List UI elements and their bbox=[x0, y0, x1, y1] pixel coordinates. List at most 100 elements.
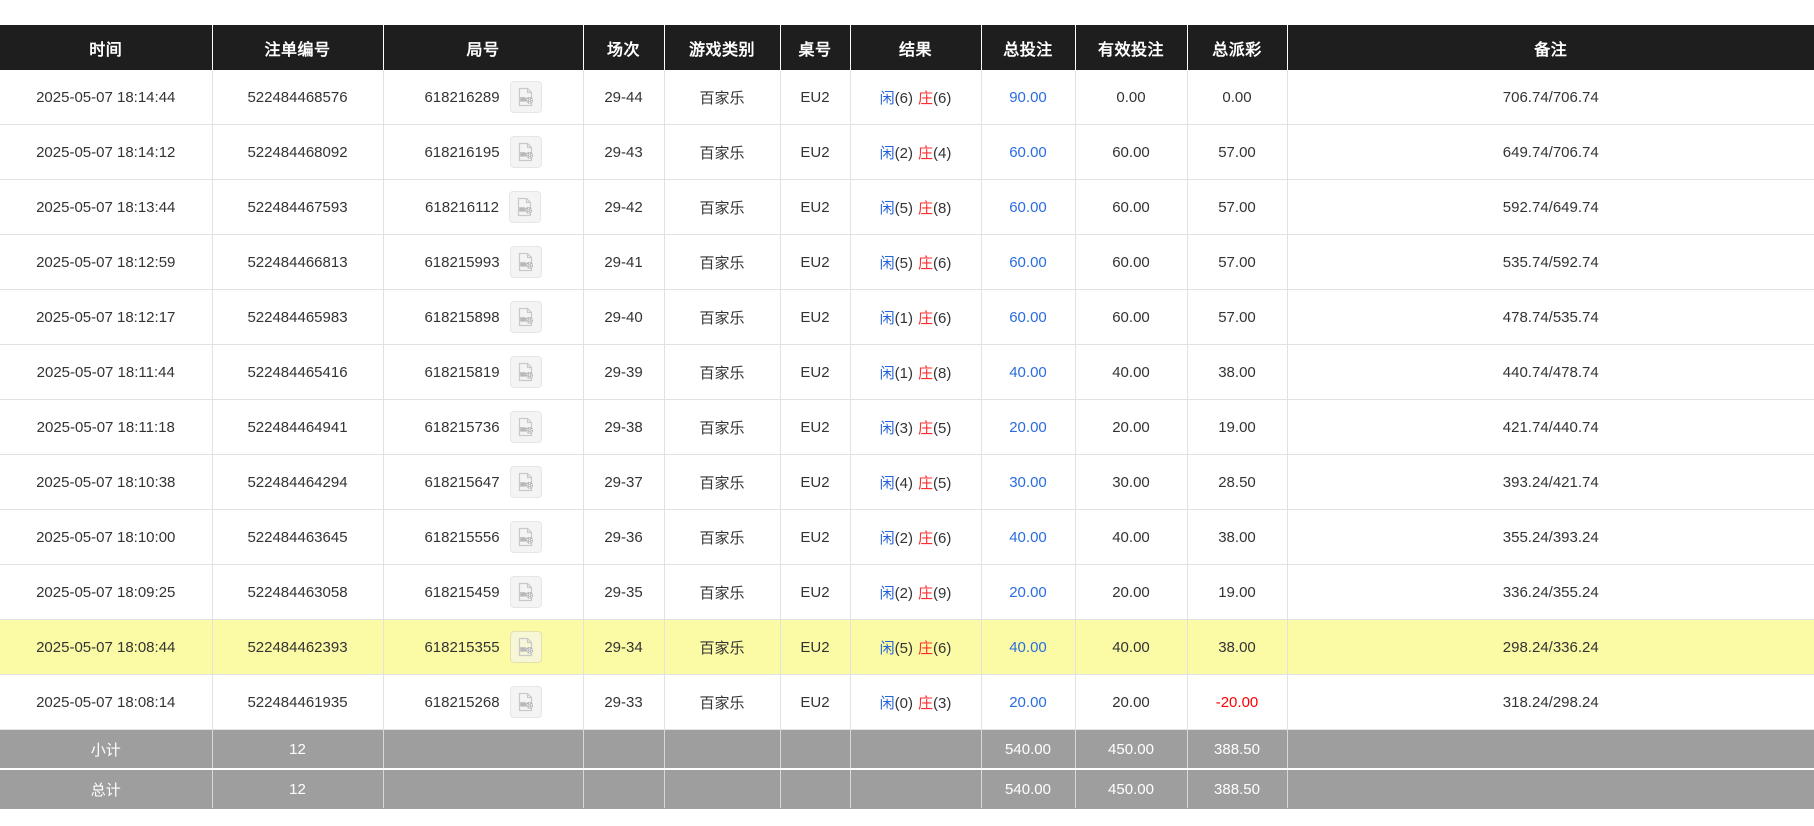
cell-table-no: EU2 bbox=[780, 619, 851, 675]
column-header-remark[interactable]: 备注 bbox=[1287, 25, 1814, 70]
cell-session: 29-34 bbox=[583, 619, 665, 675]
result-banker-value: (6) bbox=[933, 89, 952, 107]
cell-time: 2025-05-07 18:14:44 bbox=[0, 70, 213, 125]
round-cell-wrapper: 618215556 bbox=[390, 521, 577, 553]
column-header-result[interactable]: 结果 bbox=[850, 25, 982, 70]
video-document-icon[interactable] bbox=[509, 576, 542, 608]
round-cell-wrapper: 618215647 bbox=[390, 466, 577, 498]
cell-round-no: 618215647 bbox=[383, 454, 584, 510]
video-document-icon[interactable] bbox=[509, 136, 542, 168]
table-row[interactable]: 2025-05-07 18:11:44 522484465416 618215819… bbox=[0, 344, 1814, 400]
column-header-total_payout[interactable]: 总派彩 bbox=[1187, 25, 1288, 70]
summary-row: 总计 12 540.00 450.00 388.50 bbox=[0, 769, 1814, 809]
column-header-session[interactable]: 场次 bbox=[583, 25, 665, 70]
table-row[interactable]: 2025-05-07 18:11:18 522484464941 618215736… bbox=[0, 399, 1814, 455]
video-document-icon[interactable] bbox=[509, 521, 542, 553]
cell-bet-id: 522484468092 bbox=[212, 124, 384, 180]
cell-session: 29-35 bbox=[583, 564, 665, 620]
video-document-icon[interactable] bbox=[509, 301, 542, 333]
cell-remark: 478.74/535.74 bbox=[1287, 289, 1814, 345]
result-banker-label: 庄 bbox=[918, 199, 934, 217]
round-no-text: 618215355 bbox=[424, 638, 500, 656]
cell-result: 闲(2) 庄(9) bbox=[850, 564, 982, 620]
cell-bet-id: 522484467593 bbox=[212, 179, 384, 235]
cell-session: 29-33 bbox=[583, 674, 665, 730]
cell-table-no: EU2 bbox=[780, 564, 851, 620]
result-banker-value: (8) bbox=[933, 364, 952, 382]
column-header-valid_bet[interactable]: 有效投注 bbox=[1075, 25, 1188, 70]
round-no-text: 618216112 bbox=[425, 198, 499, 216]
cell-game-type: 百家乐 bbox=[664, 509, 781, 565]
cell-bet-id: 522484463058 bbox=[212, 564, 384, 620]
cell-time: 2025-05-07 18:08:44 bbox=[0, 619, 213, 675]
result-banker-value: (6) bbox=[933, 639, 952, 657]
video-document-icon[interactable] bbox=[509, 631, 542, 663]
table-row[interactable]: 2025-05-07 18:12:17 522484465983 618215898… bbox=[0, 289, 1814, 345]
cell-bet-id: 522484462393 bbox=[212, 619, 384, 675]
result-player-value: (1) bbox=[894, 309, 913, 327]
table-row[interactable]: 2025-05-07 18:14:12 522484468092 618216195… bbox=[0, 124, 1814, 180]
round-cell-wrapper: 618215993 bbox=[390, 246, 577, 278]
round-no-text: 618216289 bbox=[424, 88, 500, 106]
cell-result: 闲(3) 庄(5) bbox=[850, 399, 982, 455]
video-document-icon[interactable] bbox=[509, 466, 542, 498]
cell-total-payout: 57.00 bbox=[1187, 234, 1288, 290]
table-row[interactable]: 2025-05-07 18:14:44 522484468576 618216289… bbox=[0, 70, 1814, 125]
result-banker-value: (5) bbox=[933, 419, 952, 437]
video-document-icon[interactable] bbox=[509, 246, 542, 278]
cell-total-bet: 20.00 bbox=[981, 674, 1076, 730]
result-player-value: (5) bbox=[894, 254, 913, 272]
cell-game-type: 百家乐 bbox=[664, 234, 781, 290]
column-header-total_bet[interactable]: 总投注 bbox=[981, 25, 1076, 70]
cell-round-no: 618216195 bbox=[383, 124, 584, 180]
video-document-icon[interactable] bbox=[509, 411, 542, 443]
cell-session: 29-41 bbox=[583, 234, 665, 290]
cell-game-type: 百家乐 bbox=[664, 619, 781, 675]
video-document-icon[interactable] bbox=[509, 686, 542, 718]
result-player-label: 闲 bbox=[879, 474, 895, 492]
cell-time: 2025-05-07 18:12:59 bbox=[0, 234, 213, 290]
cell-valid-bet: 60.00 bbox=[1075, 179, 1188, 235]
video-document-icon[interactable] bbox=[509, 356, 542, 388]
table-row[interactable]: 2025-05-07 18:12:59 522484466813 618215993… bbox=[0, 234, 1814, 290]
summary-valid-bet: 450.00 bbox=[1075, 729, 1188, 770]
column-header-table_no[interactable]: 桌号 bbox=[780, 25, 851, 70]
table-row[interactable]: 2025-05-07 18:09:25 522484463058 618215459… bbox=[0, 564, 1814, 620]
cell-round-no: 618216112 bbox=[383, 179, 584, 235]
cell-valid-bet: 40.00 bbox=[1075, 509, 1188, 565]
round-no-text: 618215993 bbox=[424, 253, 500, 271]
column-header-game_type[interactable]: 游戏类别 bbox=[664, 25, 781, 70]
cell-valid-bet: 20.00 bbox=[1075, 564, 1188, 620]
cell-remark: 355.24/393.24 bbox=[1287, 509, 1814, 565]
cell-total-bet: 40.00 bbox=[981, 509, 1076, 565]
column-header-bet_id[interactable]: 注单编号 bbox=[212, 25, 384, 70]
table-row[interactable]: 2025-05-07 18:08:14 522484461935 618215268… bbox=[0, 674, 1814, 730]
result-banker-label: 庄 bbox=[918, 694, 934, 712]
cell-session: 29-39 bbox=[583, 344, 665, 400]
round-cell-wrapper: 618216112 bbox=[390, 191, 577, 223]
cell-result: 闲(2) 庄(4) bbox=[850, 124, 982, 180]
column-header-time[interactable]: 时间 bbox=[0, 25, 213, 70]
cell-valid-bet: 40.00 bbox=[1075, 344, 1188, 400]
table-row[interactable]: 2025-05-07 18:13:44 522484467593 618216112… bbox=[0, 179, 1814, 235]
video-document-icon[interactable] bbox=[509, 81, 542, 113]
cell-remark: 421.74/440.74 bbox=[1287, 399, 1814, 455]
cell-valid-bet: 60.00 bbox=[1075, 289, 1188, 345]
table-header-row: 时间 注单编号 局号 场次 游戏类别 桌号 结果 总投注 有效投注 总派彩 备注 bbox=[0, 25, 1814, 70]
cell-remark: 298.24/336.24 bbox=[1287, 619, 1814, 675]
cell-bet-id: 522484463645 bbox=[212, 509, 384, 565]
summary-label: 小计 bbox=[0, 729, 213, 770]
cell-session: 29-42 bbox=[583, 179, 665, 235]
cell-game-type: 百家乐 bbox=[664, 399, 781, 455]
cell-valid-bet: 20.00 bbox=[1075, 399, 1188, 455]
cell-total-bet: 90.00 bbox=[981, 70, 1076, 125]
column-header-round_no[interactable]: 局号 bbox=[383, 25, 584, 70]
table-row[interactable]: 2025-05-07 18:08:44 522484462393 618215355… bbox=[0, 619, 1814, 675]
table-row[interactable]: 2025-05-07 18:10:38 522484464294 618215647… bbox=[0, 454, 1814, 510]
round-no-text: 618215736 bbox=[424, 418, 500, 436]
video-document-icon[interactable] bbox=[508, 191, 541, 223]
cell-time: 2025-05-07 18:08:14 bbox=[0, 674, 213, 730]
table-row[interactable]: 2025-05-07 18:10:00 522484463645 618215556… bbox=[0, 509, 1814, 565]
result-player-value: (4) bbox=[894, 474, 913, 492]
